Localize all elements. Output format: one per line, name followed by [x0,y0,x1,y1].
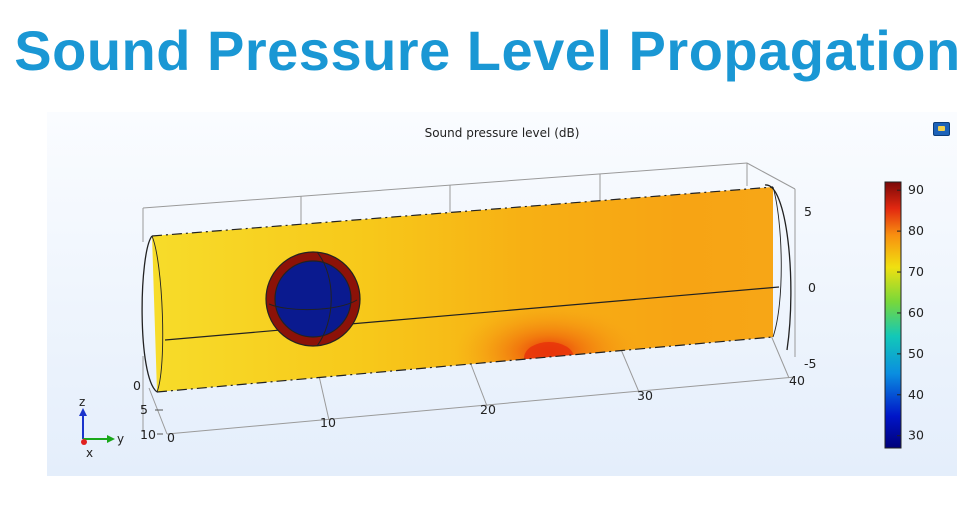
duct-axis [164,286,780,341]
colorbar-tick-label: 30 [908,428,924,443]
bounding-box [142,162,796,435]
plot-title: Sound pressure level (dB) [424,126,580,140]
triad-z-label: z [79,395,85,409]
colorbar-tick-label: 80 [908,223,924,238]
axis-triad: z y x [79,395,124,460]
y-tick-label: 0 [167,430,175,445]
camera-icon[interactable] [933,122,950,136]
z-tick-label: 5 [804,204,812,219]
plot-window[interactable]: Sound pressure level (dB) [47,112,957,476]
y-tick-label: 30 [637,388,653,403]
colorbar-tick-label: 70 [908,264,924,279]
y-tick-label: 20 [480,402,496,417]
x-tick-label: 10 [140,427,156,442]
z-tick-label: -5 [804,356,816,371]
x-tick-label: 0 [133,378,141,393]
colorbar-tick-label: 60 [908,305,924,320]
plot-scene[interactable]: 5 0 -5 0 10 20 30 40 0 5 10 z y x 90 80 70… [47,112,957,476]
x-tick-label: 5 [140,402,148,417]
slide-title: Sound Pressure Level Propagation [14,19,961,82]
colorbar: 90 80 70 60 50 40 30 [884,181,924,449]
colorbar-tick-label: 40 [908,387,924,402]
colorbar-tick-label: 50 [908,346,924,361]
slab-edges [151,186,774,393]
scatterer-sphere [265,251,361,347]
z-tick-label: 0 [808,280,816,295]
y-tick-label: 10 [320,415,336,430]
triad-y-label: y [117,432,124,446]
duct-ends [141,184,792,393]
colorbar-tick-label: 90 [908,182,924,197]
y-tick-label: 40 [789,373,805,388]
triad-x-label: x [86,446,93,460]
